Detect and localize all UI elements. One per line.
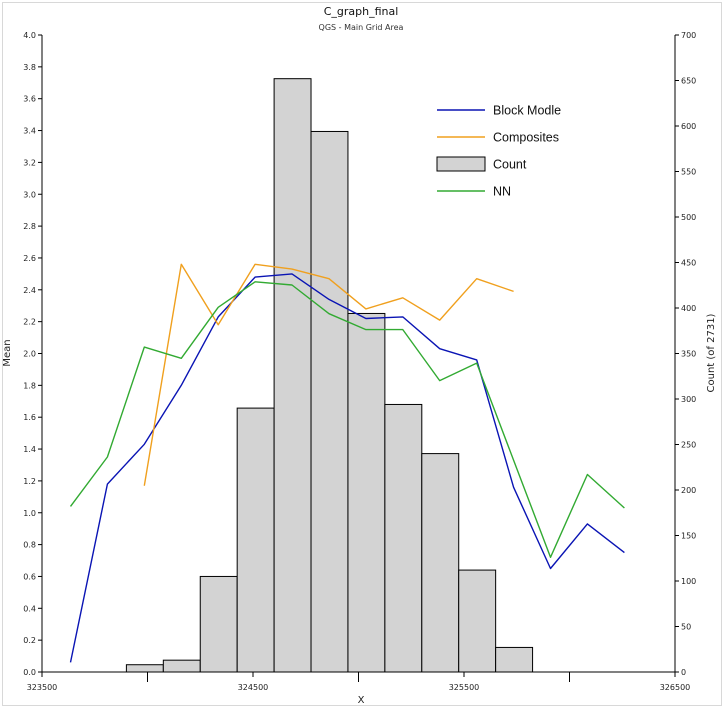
y-axis-right-title: Count (of 2731) [706, 313, 717, 392]
x-tick-label: 325500 [449, 683, 480, 692]
y-right-tick-label: 300 [681, 395, 696, 404]
y-right-tick-label: 100 [681, 577, 696, 586]
y-left-tick-label: 1.8 [23, 381, 36, 390]
axes: 0.0 0.2 0.4 0.6 0.8 1.0 1.2 1.4 1.6 1.8 2.0 2.2 2.4 2… [23, 31, 696, 692]
legend-label-block-modle: Block Modle [493, 104, 561, 118]
y-left-tick-label: 2.2 [23, 318, 36, 327]
legend-swatch-count [436, 156, 486, 172]
y-left-tick-label: 1.0 [23, 509, 36, 518]
y-left-tick-label: 2.4 [23, 286, 36, 295]
y-left-tick-label: 3.8 [23, 63, 36, 72]
series-line-nn [69, 281, 625, 558]
x-tick-label: 326500 [660, 683, 691, 692]
y-right-tick-label: 450 [681, 259, 696, 268]
y-left-tick-label: 2.0 [23, 350, 36, 359]
mean-lines [69, 263, 625, 663]
series-line-block-modle [69, 273, 625, 663]
y-left-tick-label: 3.6 [23, 95, 36, 104]
y-right-tick-label: 550 [681, 168, 696, 177]
count-bar-9 [458, 569, 497, 673]
series-line-composites [143, 263, 514, 486]
y-left-tick-label: 3.0 [23, 190, 36, 199]
y-right-tick-label: 0 [681, 668, 686, 677]
count-bar-3 [236, 407, 275, 673]
count-bars [125, 78, 534, 673]
y-right-tick-label: 50 [681, 623, 691, 632]
x-tick-label: 324500 [238, 683, 269, 692]
count-bar-10 [495, 646, 534, 673]
y-left-tick-label: 0.6 [23, 572, 36, 581]
count-bar-0 [125, 664, 164, 673]
chart-title: C_graph_final [324, 5, 399, 18]
y-left-tick-label: 1.2 [23, 477, 36, 486]
legend: Block Modle Composites Count NN [436, 104, 561, 199]
count-bar-6 [347, 312, 386, 673]
y-axis-left-title: Mean [2, 339, 13, 366]
y-right-tick-label: 600 [681, 122, 696, 131]
y-right-tick-label: 400 [681, 304, 696, 313]
count-bar-2 [199, 575, 238, 673]
y-right-tick-label: 700 [681, 31, 696, 40]
y-left-tick-label: 4.0 [23, 31, 36, 40]
chart-subtitle: QGS - Main Grid Area [319, 23, 404, 32]
count-bar-8 [421, 453, 460, 673]
legend-label-nn: NN [493, 185, 511, 199]
y-left-tick-label: 1.4 [23, 445, 36, 454]
y-right-tick-label: 650 [681, 77, 696, 86]
y-right-tick-label: 150 [681, 532, 696, 541]
y-right-tick-label: 500 [681, 213, 696, 222]
count-bar-4 [273, 78, 312, 673]
x-tick-label: 323500 [27, 683, 58, 692]
y-left-tick-label: 1.6 [23, 413, 36, 422]
y-right-tick-label: 200 [681, 486, 696, 495]
y-left-tick-label: 3.2 [23, 158, 36, 167]
y-left-tick-label: 2.8 [23, 222, 36, 231]
y-left-tick-label: 2.6 [23, 254, 36, 263]
legend-label-composites: Composites [493, 131, 559, 145]
count-bar-5 [310, 130, 349, 673]
y-left-tick-label: 0.2 [23, 636, 36, 645]
y-left-tick-label: 0.0 [23, 668, 36, 677]
y-left-tick-label: 3.4 [23, 127, 36, 136]
y-left-tick-label: 0.4 [23, 604, 36, 613]
count-bar-7 [384, 403, 423, 673]
legend-label-count: Count [493, 158, 527, 172]
x-axis-title: X [358, 695, 365, 706]
y-right-tick-label: 350 [681, 350, 696, 359]
y-left-tick-label: 0.8 [23, 541, 36, 550]
y-right-tick-label: 250 [681, 441, 696, 450]
count-bar-1 [162, 659, 201, 673]
